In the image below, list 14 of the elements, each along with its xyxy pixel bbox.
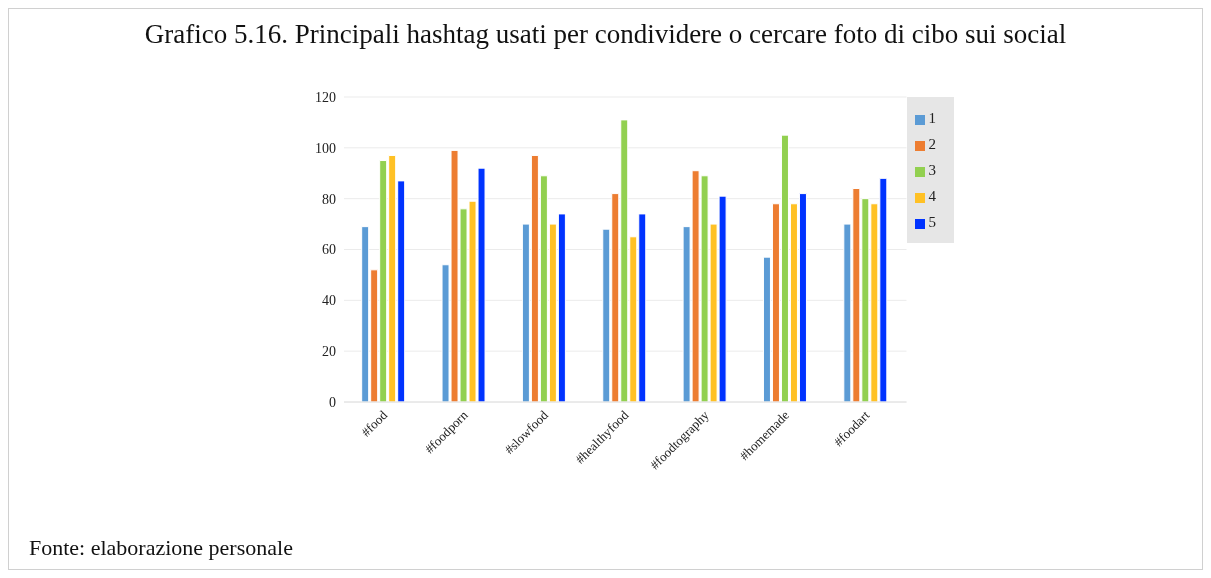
legend-label: 3 [928, 162, 936, 178]
chart-title: Grafico 5.16. Principali hashtag usati per condividere o cercare foto di cibo sui social [143, 19, 1068, 50]
source-note: Fonte: elaborazione personale [29, 535, 293, 561]
y-tick-label: 100 [315, 140, 336, 156]
y-tick-label: 20 [322, 344, 336, 360]
y-tick-label: 120 [315, 89, 336, 105]
legend-label: 2 [928, 136, 936, 152]
y-tick-label: 0 [329, 394, 336, 410]
y-tick-label: 60 [322, 242, 336, 258]
legend-label: 1 [928, 110, 936, 126]
y-tick-label: 80 [322, 191, 336, 207]
y-tick-label: 40 [322, 293, 336, 309]
legend-label: 5 [928, 214, 936, 230]
legend-label: 4 [928, 188, 936, 204]
